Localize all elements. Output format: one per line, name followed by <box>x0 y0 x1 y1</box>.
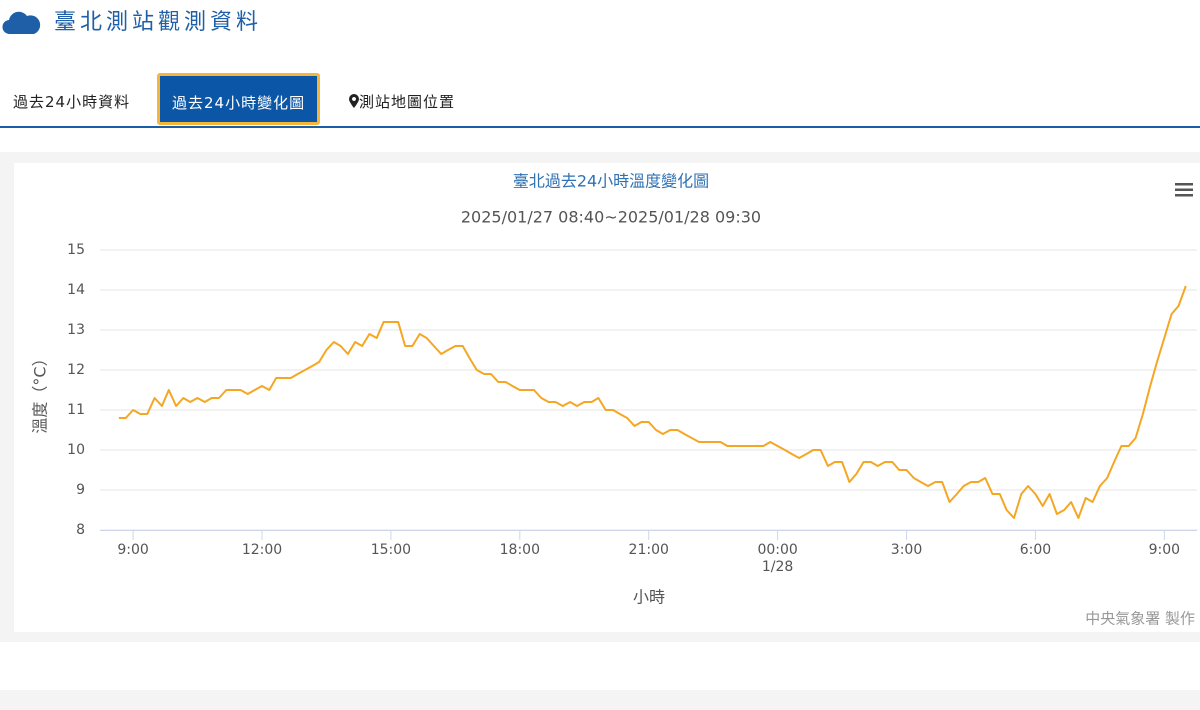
tab-bar: 過去24小時資料 過去24小時變化圖 測站地圖位置 <box>0 72 1200 128</box>
tab-active[interactable]: 過去24小時變化圖 <box>157 73 321 125</box>
y-tick-label: 8 <box>76 522 85 538</box>
menu-bar <box>1175 183 1193 186</box>
y-tick-label: 12 <box>67 362 85 378</box>
y-tick-label: 14 <box>67 282 85 298</box>
page-title: 臺北測站觀測資料 <box>54 10 263 35</box>
chart: 臺北過去24小時溫度變化圖 2025/01/27 08:40~2025/01/2… <box>14 163 1200 632</box>
menu-bar <box>1175 194 1193 197</box>
x-tick-label: 9:00 <box>1149 542 1180 558</box>
chart-background <box>14 163 1200 632</box>
temperature-line <box>118 285 1187 519</box>
lower-panel <box>0 690 1200 710</box>
header: 臺北測站觀測資料 <box>0 0 1200 44</box>
chart-title: 臺北過去24小時溫度變化圖 <box>513 172 709 191</box>
x-tick-label: 18:00 <box>500 542 540 558</box>
menu-bar <box>1175 188 1193 191</box>
credits: 中央氣象署 製作 <box>1085 610 1195 628</box>
cloud-icon <box>2 11 41 35</box>
x-tick-label: 3:00 <box>891 542 922 558</box>
x-axis-label: 小時 <box>633 588 665 607</box>
x-tick-label: 00:00 <box>757 542 797 558</box>
x-tick-label: 9:00 <box>117 542 148 558</box>
y-axis-label: 溫度（°C） <box>31 350 50 433</box>
x-tick-label: 21:00 <box>629 542 669 558</box>
x-date-label: 1/28 <box>762 559 793 575</box>
tab-label: 測站地圖位置 <box>359 93 456 111</box>
y-tick-label: 11 <box>67 402 85 418</box>
tab[interactable]: 測站地圖位置 <box>349 72 455 126</box>
tab[interactable]: 過去24小時資料 <box>13 93 131 111</box>
menu-button[interactable] <box>1175 183 1193 197</box>
chart-subtitle: 2025/01/27 08:40~2025/01/28 09:30 <box>461 208 761 227</box>
y-tick-label: 15 <box>67 242 85 258</box>
pin-icon <box>349 94 359 108</box>
y-tick-label: 13 <box>67 322 85 338</box>
y-tick-label: 10 <box>67 442 85 458</box>
x-tick-label: 15:00 <box>371 542 411 558</box>
chart-panel: 臺北過去24小時溫度變化圖 2025/01/27 08:40~2025/01/2… <box>0 152 1200 642</box>
x-tick-label: 12:00 <box>242 542 282 558</box>
x-tick-label: 6:00 <box>1020 542 1051 558</box>
y-tick-label: 9 <box>76 482 85 498</box>
